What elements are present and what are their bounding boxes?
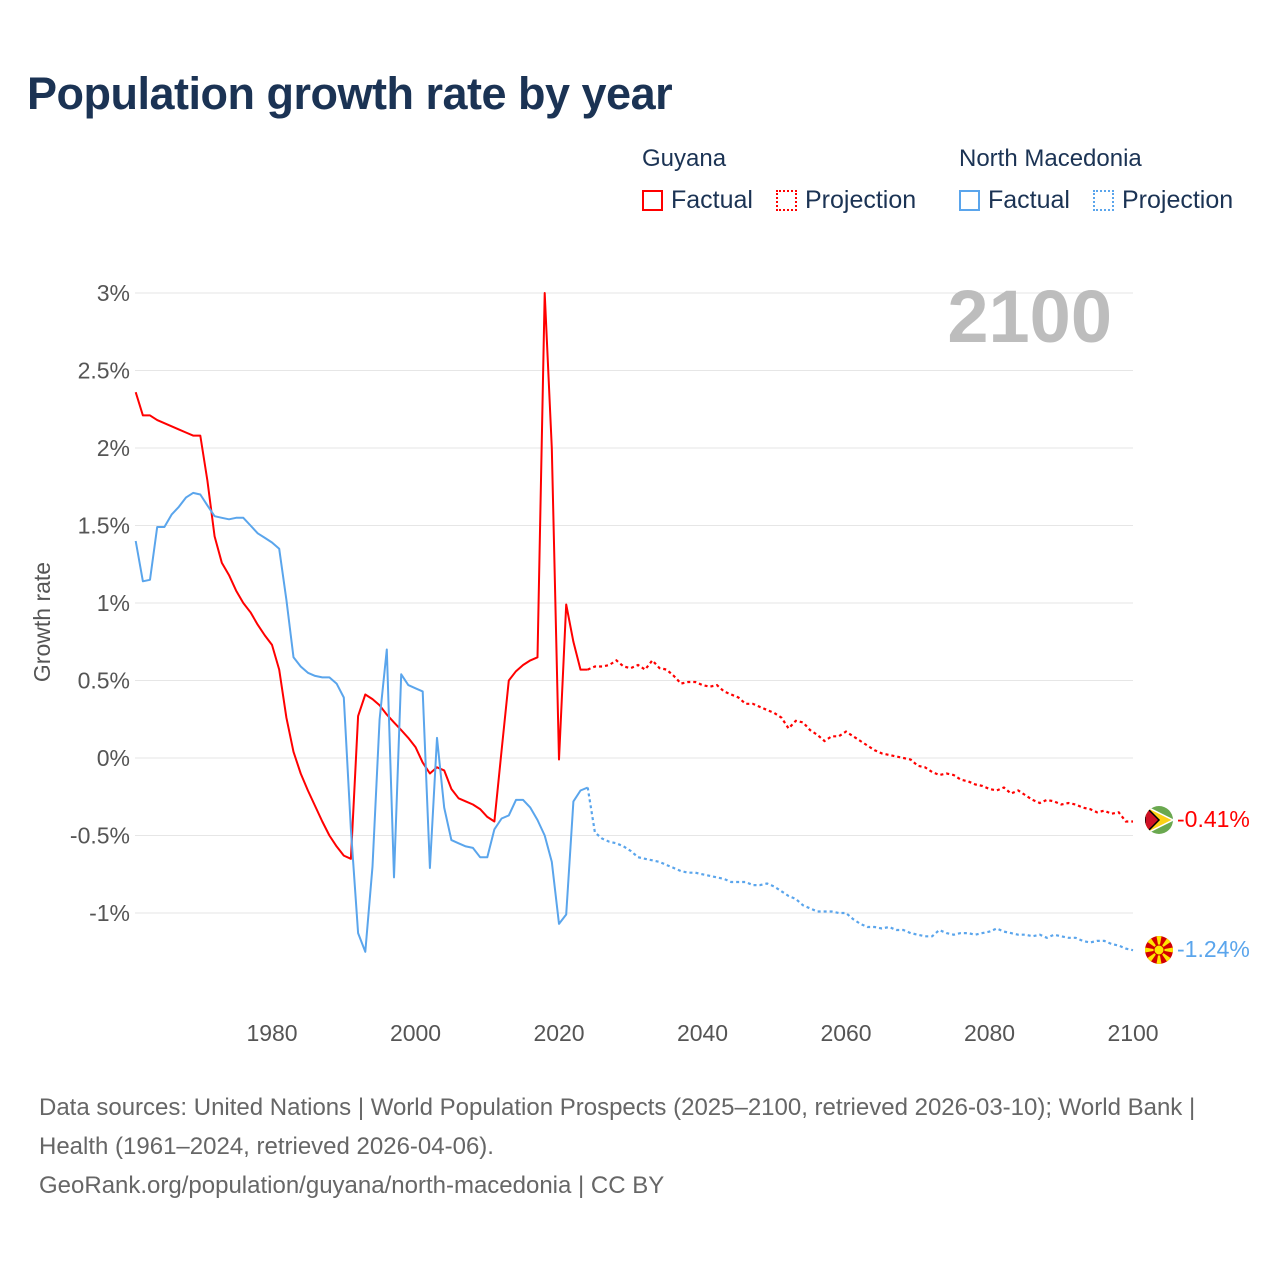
legend-north-macedonia-projection[interactable]: Projection	[1093, 186, 1233, 215]
north-macedonia-end-value: -1.24%	[1177, 936, 1250, 962]
legend-swatch-solid	[642, 190, 663, 211]
guyana-end-value: -0.41%	[1177, 806, 1250, 832]
year-indicator: 2100	[947, 275, 1112, 358]
north-macedonia-projection-line	[586, 787, 1134, 952]
x-tick-label: 2000	[390, 1020, 441, 1046]
chart-title: Population growth rate by year	[27, 68, 673, 119]
y-tick-label: 2.5%	[78, 358, 130, 384]
x-tick-label: 2040	[677, 1020, 728, 1046]
legend-swatch-dotted	[776, 190, 797, 211]
legend-north-macedonia-factual[interactable]: Factual	[959, 186, 1070, 215]
x-tick-label: 1980	[246, 1020, 297, 1046]
y-tick-label: 2%	[97, 435, 130, 461]
legend-swatch-dotted	[1093, 190, 1114, 211]
legend-guyana-projection[interactable]: Projection	[776, 186, 916, 215]
y-tick-label: 1.5%	[78, 513, 130, 539]
y-tick-label: -0.5%	[70, 823, 130, 849]
y-tick-label: 0%	[97, 745, 130, 771]
legend-label: Factual	[671, 186, 753, 214]
data-sources: Data sources: United Nations | World Pop…	[39, 1094, 1196, 1160]
guyana-flag-icon	[1145, 806, 1173, 834]
legend-swatch-solid	[959, 190, 980, 211]
x-tick-label: 2080	[964, 1020, 1015, 1046]
legend-guyana-factual[interactable]: Factual	[642, 186, 753, 215]
guyana-projection-line	[587, 658, 1133, 823]
legend-label: Projection	[1122, 186, 1234, 214]
legend-label: Factual	[988, 186, 1070, 214]
x-tick-label: 2060	[820, 1020, 871, 1046]
y-axis-label: Growth rate	[29, 562, 55, 682]
x-tick-label: 2100	[1107, 1020, 1158, 1046]
legend-guyana-title: Guyana	[642, 145, 727, 172]
y-tick-label: 0.5%	[78, 668, 130, 694]
legend-north-macedonia-title: North Macedonia	[959, 145, 1142, 172]
y-tick-label: 3%	[97, 280, 130, 306]
footer: Data sources: United Nations | World Pop…	[39, 1088, 1239, 1205]
y-tick-label: 1%	[97, 590, 130, 616]
north-macedonia-factual-line	[134, 491, 589, 953]
legend-label: Projection	[805, 186, 917, 214]
x-tick-label: 2020	[533, 1020, 584, 1046]
guyana-factual-line	[134, 292, 588, 860]
credit-link[interactable]: GeoRank.org/population/guyana/north-mace…	[39, 1172, 665, 1199]
y-tick-label: -1%	[89, 900, 130, 926]
north-macedonia-flag-icon	[1145, 936, 1173, 964]
